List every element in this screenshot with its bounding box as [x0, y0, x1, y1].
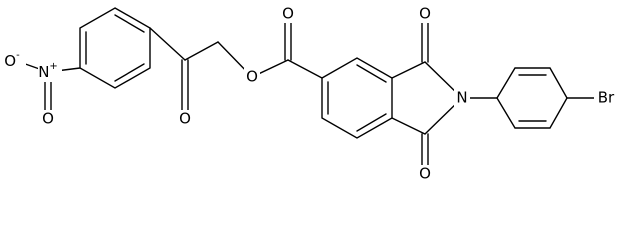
atoms: O- N+ O O O O O N O Br [2, 5, 620, 183]
atom-label: O- [4, 50, 20, 70]
atom-label: N+ [38, 61, 58, 81]
ring [79, 7, 151, 89]
molecule: O- N+ O O O O O N O Br [2, 4, 620, 183]
atom-label: Br [598, 89, 615, 107]
double-bond [114, 63, 145, 82]
bond [184, 41, 219, 61]
double-bond [114, 14, 145, 33]
bond [287, 59, 323, 79]
atom-label: O [246, 68, 258, 86]
ring [496, 67, 568, 129]
atom-label: O [419, 5, 431, 23]
bonds [13, 7, 599, 173]
ring [321, 57, 393, 139]
atom-label: N [456, 89, 467, 107]
ring [391, 61, 464, 135]
atom-charge: + [49, 61, 57, 72]
atom-label: O [282, 5, 294, 23]
atom-label: O [179, 110, 191, 128]
atom-symbol: O [4, 52, 16, 70]
double-bond [356, 113, 387, 132]
atom-charge: - [16, 50, 20, 61]
atom-symbol: N [38, 63, 49, 81]
double-bond [356, 64, 387, 83]
atom-label: O [42, 110, 54, 128]
atom-label: O [419, 165, 431, 183]
bond [149, 27, 186, 61]
